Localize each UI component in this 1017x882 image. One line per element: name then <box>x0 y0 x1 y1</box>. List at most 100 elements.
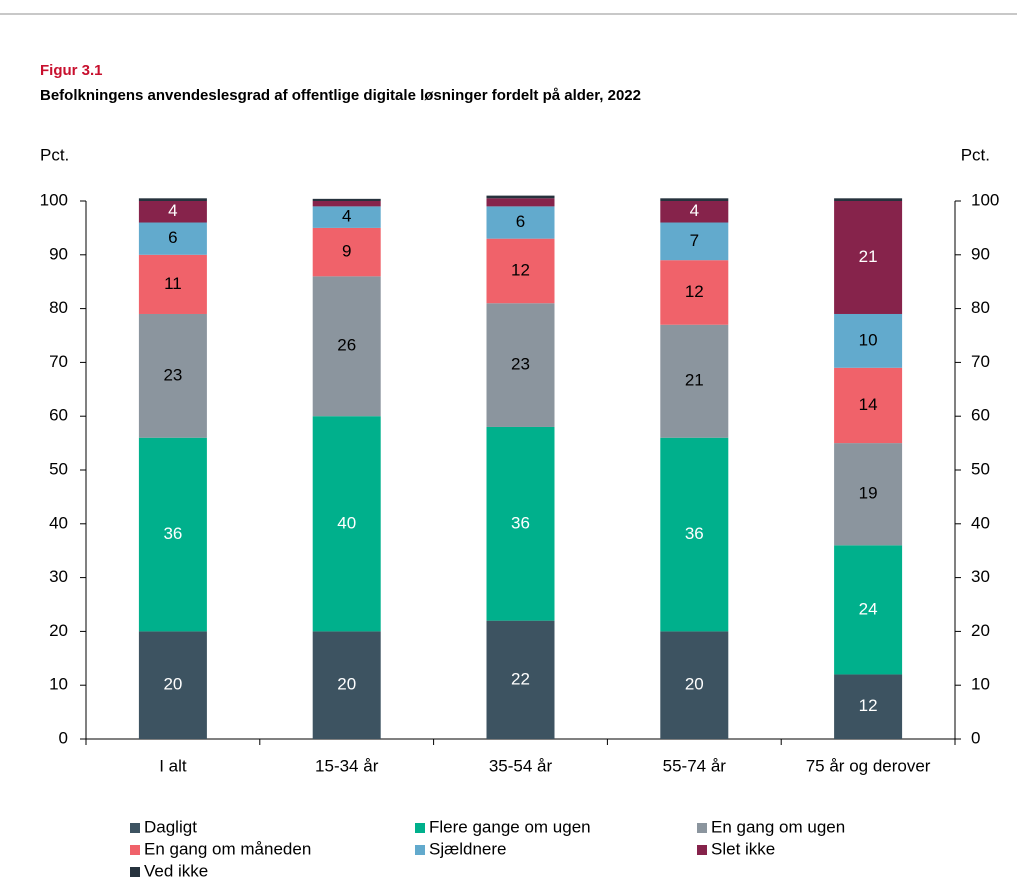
y-tick-label: 90 <box>49 244 68 263</box>
legend-label: En gang om måneden <box>144 839 311 858</box>
legend-label: Ved ikke <box>144 861 208 880</box>
bar-segment <box>486 238 555 304</box>
data-label: 10 <box>859 330 878 349</box>
data-label: 14 <box>859 395 878 414</box>
y-tick-label: 100 <box>40 190 68 209</box>
data-label: 22 <box>511 669 530 688</box>
bar-segment <box>138 437 207 632</box>
y-tick-label: 30 <box>49 567 68 586</box>
bar-segment <box>312 227 381 277</box>
bar-segment <box>138 313 207 438</box>
legend-label: Sjældnere <box>429 839 507 858</box>
bar-segment <box>486 198 555 207</box>
bar-segment <box>660 631 729 739</box>
legend-swatch <box>415 823 425 833</box>
data-label: 11 <box>164 274 182 293</box>
bar-segment <box>486 303 555 427</box>
y-axis-label: Pct. <box>40 145 69 164</box>
x-tick-label: 15-34 år <box>315 756 379 775</box>
x-tick-label: I alt <box>159 756 187 775</box>
y2-tick-label: 40 <box>971 513 990 532</box>
legend-label: Slet ikke <box>711 839 775 858</box>
legend-label: Dagligt <box>144 817 197 836</box>
y2-tick-label: 30 <box>971 567 990 586</box>
legend-swatch <box>415 845 425 855</box>
bar-segment <box>312 201 381 207</box>
data-label: 20 <box>337 675 356 694</box>
legend-swatch <box>697 823 707 833</box>
bar-segment <box>312 198 381 201</box>
data-label: 20 <box>163 675 182 694</box>
bar-segment <box>834 674 903 739</box>
data-label: 6 <box>516 212 525 231</box>
bar-segment <box>660 222 729 261</box>
data-label: 4 <box>168 201 177 220</box>
x-tick-label: 35-54 år <box>489 756 553 775</box>
bar-segment <box>312 206 381 228</box>
bar-segment <box>834 313 903 368</box>
bar-segment <box>138 631 207 739</box>
data-label: 23 <box>163 365 182 384</box>
data-label: 12 <box>859 696 878 715</box>
legend-label: Flere gange om ugen <box>429 817 591 836</box>
y-tick-label: 0 <box>59 728 68 747</box>
legend-swatch <box>697 845 707 855</box>
figure-label: Figur 3.1 <box>40 62 103 79</box>
bar-segment <box>834 367 903 444</box>
bar-segment <box>486 426 555 621</box>
y-tick-label: 80 <box>49 298 68 317</box>
bar-segment <box>660 324 729 438</box>
bar-segment <box>834 198 903 201</box>
y2-tick-label: 70 <box>971 352 990 371</box>
chart-title: Befolkningens anvendeslesgrad af offentl… <box>40 87 641 104</box>
y2-tick-label: 60 <box>971 406 990 425</box>
y2-tick-label: 20 <box>971 621 990 640</box>
y2-tick-label: 10 <box>971 675 990 694</box>
data-label: 12 <box>511 260 530 279</box>
data-label: 4 <box>342 207 351 226</box>
data-label: 21 <box>859 247 878 266</box>
x-tick-label: 55-74 år <box>663 756 727 775</box>
y2-axis-label: Pct. <box>961 145 990 164</box>
y2-tick-label: 100 <box>971 190 999 209</box>
bar-segment <box>834 443 903 546</box>
data-label: 23 <box>511 355 530 374</box>
legend-label: En gang om ugen <box>711 817 845 836</box>
data-label: 7 <box>690 231 699 250</box>
data-label: 36 <box>163 524 182 543</box>
data-label: 24 <box>859 599 878 618</box>
data-label: 4 <box>690 201 699 220</box>
bar-segment <box>138 198 207 201</box>
data-label: 40 <box>337 513 356 532</box>
bar-segment <box>660 437 729 632</box>
data-label: 36 <box>685 524 704 543</box>
data-label: 6 <box>168 228 177 247</box>
bar-segment <box>138 201 207 223</box>
data-label: 21 <box>685 371 704 390</box>
y-tick-label: 10 <box>49 675 68 694</box>
y2-tick-label: 50 <box>971 459 990 478</box>
y2-tick-label: 80 <box>971 298 990 317</box>
y-tick-label: 60 <box>49 406 68 425</box>
y-tick-label: 40 <box>49 513 68 532</box>
bar-segment <box>138 222 207 255</box>
legend-swatch <box>130 823 140 833</box>
bar-segment <box>312 416 381 632</box>
y2-tick-label: 90 <box>971 244 990 263</box>
bar-segment <box>312 631 381 739</box>
bar-segment <box>486 195 555 199</box>
y-tick-label: 50 <box>49 459 68 478</box>
legend-swatch <box>130 845 140 855</box>
data-label: 19 <box>859 484 878 503</box>
x-tick-label: 75 år og derover <box>806 756 931 775</box>
bar-segment <box>834 201 903 314</box>
bar-segment <box>660 260 729 325</box>
data-label: 26 <box>337 336 356 355</box>
bar-segment <box>138 254 207 314</box>
y-tick-label: 70 <box>49 352 68 371</box>
data-label: 9 <box>342 242 351 261</box>
data-label: 20 <box>685 675 704 694</box>
bar-segment <box>486 620 555 739</box>
y2-tick-label: 0 <box>971 728 980 747</box>
